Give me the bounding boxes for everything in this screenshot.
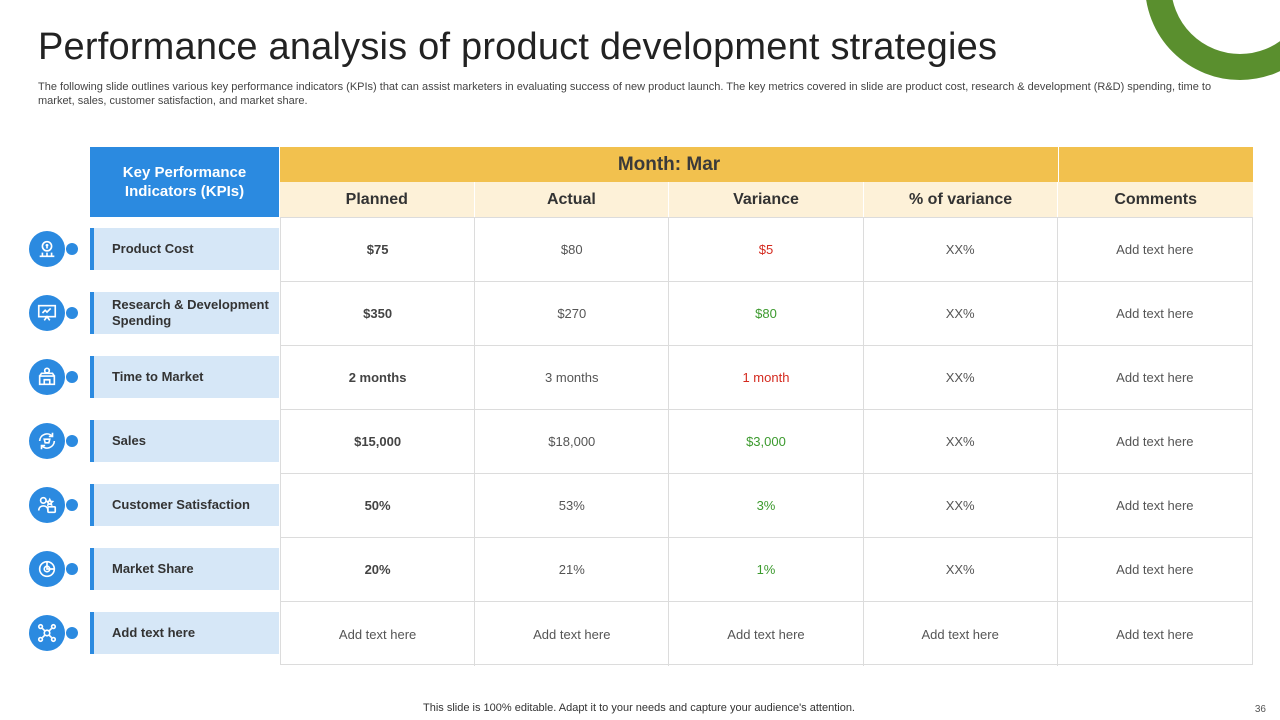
kpi-connector <box>66 243 78 255</box>
cell-comment: Add text here <box>1116 242 1194 257</box>
cell-variance: 1% <box>669 538 864 601</box>
table-row: $15,000 $18,000 $3,000 XX% Add text here <box>281 410 1252 474</box>
cell-actual: 21% <box>475 538 670 601</box>
cell-comment: Add text here <box>1116 434 1194 449</box>
cell-actual: $18,000 <box>475 410 670 473</box>
cell-comment: Add text here <box>1116 562 1194 577</box>
kpi-column-header: Key Performance Indicators (KPIs) <box>90 147 279 217</box>
column-header-actual: Actual <box>475 182 670 217</box>
cost-icon <box>29 231 65 267</box>
cell-planned: $75 <box>281 218 476 281</box>
research-icon <box>29 295 65 331</box>
column-header-planned: Planned <box>280 182 475 217</box>
cell-comment: Add text here <box>1116 306 1194 321</box>
kpi-label: Add text here <box>90 612 279 654</box>
slide-title: Performance analysis of product developm… <box>38 26 998 68</box>
column-headers: Planned Actual Variance% of variance Commen… <box>280 182 1253 217</box>
kpi-connector <box>66 499 78 511</box>
kpi-connector <box>66 435 78 447</box>
cell-variance: $3,000 <box>669 410 864 473</box>
kpi-label: Time to Market <box>90 356 279 398</box>
month-header-bar: Month: Mar <box>280 147 1253 182</box>
page-number: 36 <box>1254 704 1266 715</box>
cell-variance: $80 <box>669 282 864 345</box>
table-row: $350 $270 $80 XX% Add text here <box>281 282 1252 346</box>
table-row: 2 months 3 months 1 month XX% Add text here <box>281 346 1252 410</box>
decorative-corner-ring <box>1145 0 1280 80</box>
cell-comment: Add text here <box>1116 498 1194 513</box>
kpi-connector <box>66 371 78 383</box>
kpi-table: $75 $80 $5 XX% Add text here $350 $270 $80 XX% Ad… <box>280 217 1253 666</box>
kpi-label: Customer Satisfaction <box>90 484 279 526</box>
month-header-divider <box>1058 147 1059 182</box>
column-header-variance: Variance <box>669 182 864 217</box>
kpi-connector <box>66 627 78 639</box>
cell-variance: 3% <box>669 474 864 537</box>
cell-pct: XX% <box>864 218 1058 281</box>
cell-planned: 2 months <box>281 346 476 409</box>
cell-actual: Add text here <box>475 602 670 666</box>
table-row: 50% 53% 3% XX% Add text here <box>281 474 1252 538</box>
kpi-label: Product Cost <box>90 228 279 270</box>
cell-pct: XX% <box>864 538 1058 601</box>
market-share-icon <box>29 551 65 587</box>
kpi-row: Time to Market <box>0 345 280 409</box>
table-row: Add text here Add text here Add text here A… <box>281 602 1252 666</box>
cell-planned: $350 <box>281 282 476 345</box>
month-label: Month: Mar <box>617 153 721 175</box>
cell-pct: XX% <box>864 282 1058 345</box>
cell-variance: $5 <box>669 218 864 281</box>
kpi-row: Market Share <box>0 537 280 601</box>
cell-planned: Add text here <box>281 602 476 666</box>
sales-cycle-icon <box>29 423 65 459</box>
cell-comment: Add text here <box>1116 626 1194 642</box>
cell-variance: Add text here <box>669 602 864 666</box>
cell-planned: 20% <box>281 538 476 601</box>
table-row: 20% 21% 1% XX% Add text here <box>281 538 1252 602</box>
slide-footer: This slide is 100% editable. Adapt it to… <box>423 702 855 714</box>
kpi-label: Sales <box>90 420 279 462</box>
table-row: $75 $80 $5 XX% Add text here <box>281 218 1252 282</box>
cell-actual: $270 <box>475 282 670 345</box>
cell-pct: XX% <box>864 346 1058 409</box>
cell-actual: 3 months <box>475 346 670 409</box>
kpi-row: Sales <box>0 409 280 473</box>
cell-pct: XX% <box>864 474 1058 537</box>
cell-comment: Add text here <box>1116 370 1194 385</box>
kpi-row: Product Cost <box>0 217 280 281</box>
kpi-connector <box>66 307 78 319</box>
store-icon <box>29 359 65 395</box>
kpi-label: Market Share <box>90 548 279 590</box>
kpi-label: Research & Development Spending <box>90 292 279 334</box>
slide-subtitle: The following slide outlines various key… <box>38 81 1212 107</box>
cell-pct: XX% <box>864 410 1058 473</box>
customer-icon <box>29 487 65 523</box>
cell-planned: $15,000 <box>281 410 476 473</box>
cell-pct: Add text here <box>864 602 1058 666</box>
column-header-comments: Comments <box>1114 190 1198 208</box>
network-icon <box>29 615 65 651</box>
kpi-row: Research & Development Spending <box>0 281 280 345</box>
cell-actual: 53% <box>475 474 670 537</box>
cell-actual: $80 <box>475 218 670 281</box>
cell-variance: 1 month <box>669 346 864 409</box>
cell-planned: 50% <box>281 474 476 537</box>
kpi-row: Add text here <box>0 601 280 665</box>
kpi-connector <box>66 563 78 575</box>
column-header-of-variance: % of variance <box>864 182 1059 217</box>
kpi-row: Customer Satisfaction <box>0 473 280 537</box>
